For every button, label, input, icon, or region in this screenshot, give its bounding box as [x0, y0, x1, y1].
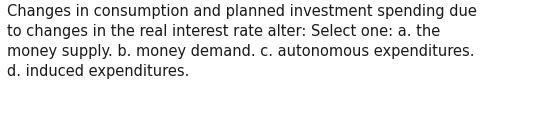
Text: Changes in consumption and planned investment spending due
to changes in the rea: Changes in consumption and planned inves… [7, 4, 477, 79]
